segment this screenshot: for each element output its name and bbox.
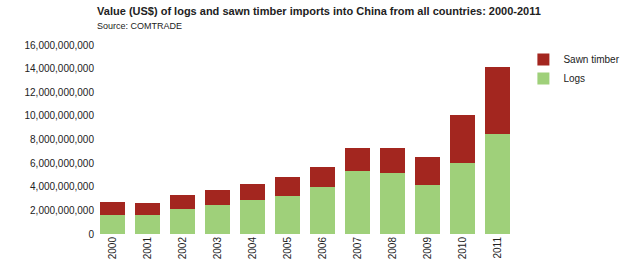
svg-text:2000: 2000 — [107, 237, 118, 260]
svg-text:Value (US$) of logs and sawn t: Value (US$) of logs and sawn timber impo… — [97, 5, 541, 31]
svg-text:6,000,000,000: 6,000,000,000 — [30, 158, 94, 169]
svg-text:14,000,000,000: 14,000,000,000 — [24, 63, 94, 74]
svg-text:Sawn timber: Sawn timber — [563, 54, 619, 65]
svg-text:2011: 2011 — [492, 237, 503, 259]
svg-text:4,000,000,000: 4,000,000,000 — [30, 181, 94, 192]
svg-text:2,000,000,000: 2,000,000,000 — [30, 205, 94, 216]
svg-text:16,000,000,000: 16,000,000,000 — [24, 40, 94, 51]
svg-text:2007: 2007 — [352, 237, 363, 260]
svg-text:2001: 2001 — [142, 237, 153, 260]
svg-text:10,000,000,000: 10,000,000,000 — [24, 110, 94, 121]
svg-text:2010: 2010 — [457, 237, 468, 260]
svg-text:Logs: Logs — [563, 73, 585, 84]
svg-text:2009: 2009 — [422, 237, 433, 260]
svg-text:8,000,000,000: 8,000,000,000 — [30, 134, 94, 145]
svg-text:12,000,000,000: 12,000,000,000 — [24, 87, 94, 98]
svg-text:2005: 2005 — [282, 237, 293, 260]
svg-text:0: 0 — [88, 229, 94, 240]
svg-text:2002: 2002 — [177, 237, 188, 260]
svg-text:2006: 2006 — [317, 237, 328, 260]
svg-text:2004: 2004 — [247, 237, 258, 260]
svg-text:2008: 2008 — [387, 237, 398, 260]
svg-text:2003: 2003 — [212, 237, 223, 260]
